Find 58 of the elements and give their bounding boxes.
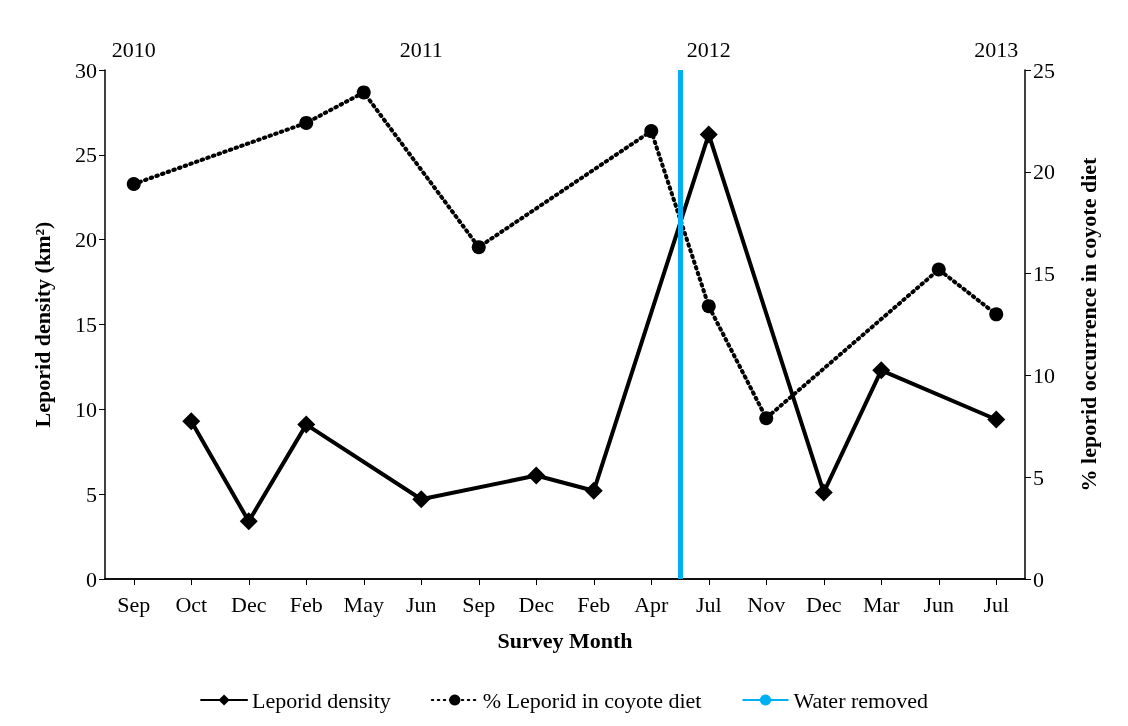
x2-tick-label: 2013 <box>974 36 1019 62</box>
point <box>701 299 716 314</box>
point <box>182 412 201 431</box>
x2-tick-label: 2010 <box>111 36 156 62</box>
point <box>931 262 946 277</box>
point <box>297 415 316 434</box>
y-tick-label: 20 <box>75 227 97 253</box>
point <box>471 240 486 255</box>
point <box>644 124 659 139</box>
y-tick-label: 30 <box>75 57 97 83</box>
point <box>584 481 603 500</box>
x-tick-label: Jun <box>405 591 437 617</box>
point <box>814 483 833 502</box>
y-tick-label: 5 <box>86 481 97 507</box>
x-tick-label: Jun <box>923 591 955 617</box>
point <box>872 361 891 380</box>
point <box>759 411 774 426</box>
x-tick-label: Dec <box>231 591 267 617</box>
x-tick-label: Oct <box>175 591 208 617</box>
x-tick-label: Jul <box>695 591 722 617</box>
x-tick-label: Mar <box>862 591 901 617</box>
x-tick-label: Jul <box>983 591 1010 617</box>
point <box>239 512 258 531</box>
y-tick-label: 0 <box>86 566 97 592</box>
y2-tick-label: 25 <box>1033 57 1055 83</box>
x2-tick-label: 2011 <box>399 36 443 62</box>
x-tick-label: Nov <box>747 591 786 617</box>
y2-tick-label: 0 <box>1033 566 1044 592</box>
x-tick-label: Apr <box>634 591 670 617</box>
point <box>987 410 1006 429</box>
point <box>126 177 141 192</box>
point <box>356 85 371 100</box>
y-tick-label: 15 <box>75 312 97 337</box>
x-tick-label: Dec <box>806 591 842 617</box>
legend-label: % Leporid in coyote diet <box>482 687 702 713</box>
y2-tick-label: 5 <box>1033 464 1044 490</box>
y2-tick-label: 20 <box>1033 159 1055 185</box>
point <box>412 490 431 509</box>
x2-tick-label: 2012 <box>686 36 731 62</box>
point <box>989 307 1004 322</box>
y-tick-label: 25 <box>75 142 97 168</box>
x-tick-label: May <box>343 591 384 617</box>
x-tick-label: Sep <box>462 591 496 617</box>
point <box>299 115 314 130</box>
x-tick-label: Sep <box>117 591 151 617</box>
x-tick-label: Feb <box>577 591 611 617</box>
y2-axis-title: % leporid occurrence in coyote diet <box>1075 156 1101 492</box>
point <box>527 466 546 485</box>
legend-label: Leporid density <box>252 687 391 713</box>
x-tick-label: Feb <box>289 591 323 617</box>
y2-tick-label: 15 <box>1033 261 1055 287</box>
y-axis-title: Leporid density (km²) <box>29 221 55 428</box>
y2-tick-label: 10 <box>1033 362 1055 388</box>
point <box>699 125 718 144</box>
legend-label: Water removed <box>793 687 928 713</box>
x-tick-label: Dec <box>518 591 555 617</box>
x-axis-title: Survey Month <box>497 627 633 653</box>
y-tick-label: 10 <box>75 396 97 422</box>
